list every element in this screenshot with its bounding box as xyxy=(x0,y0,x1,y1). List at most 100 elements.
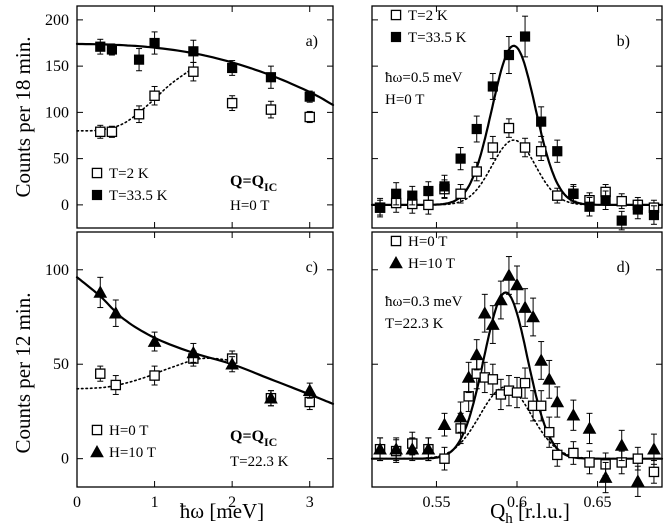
annotation: H=0 T xyxy=(230,198,269,214)
panel-frame xyxy=(76,231,334,488)
data-point xyxy=(423,199,434,211)
annotation: T=22.3 K xyxy=(230,454,289,470)
data-point xyxy=(95,126,106,138)
data-point xyxy=(186,345,201,359)
data-point xyxy=(552,449,563,461)
panel-frame xyxy=(76,5,334,229)
annotation-sub: IC xyxy=(264,180,277,194)
data-point xyxy=(487,81,498,92)
annotation-main: H=0 T xyxy=(230,198,269,214)
data-point xyxy=(95,41,106,52)
panel-letter: b) xyxy=(617,33,630,50)
data-point xyxy=(389,442,404,455)
y-tick-label: 200 xyxy=(45,12,69,29)
data-point xyxy=(632,453,644,464)
data-point xyxy=(423,185,434,197)
data-point xyxy=(455,188,466,200)
legend-entry: T=33.5 K xyxy=(408,30,467,46)
fit-curve-solid xyxy=(75,42,335,107)
legend-entry: H=10 T xyxy=(408,256,455,272)
data-point xyxy=(535,400,547,412)
annotation-main: Q=Q xyxy=(230,428,264,445)
data-point xyxy=(439,453,450,464)
data-point xyxy=(568,188,579,199)
data-point xyxy=(485,317,500,330)
annotation-main: Q=Q xyxy=(230,173,264,190)
data-point xyxy=(536,116,547,127)
data-point xyxy=(227,62,238,74)
data-point xyxy=(469,347,484,361)
data-point xyxy=(616,215,627,226)
y-tick-label: 100 xyxy=(45,104,69,121)
panel-a: 0 50 100 150 200 a) T=2 K T=33.5 K Q=QIC H=0 T xyxy=(45,5,335,229)
data-point xyxy=(225,357,240,370)
data-point xyxy=(518,300,532,313)
data-point xyxy=(421,442,436,455)
y-axis-label-bottom: Counts per 12 min. xyxy=(11,293,35,454)
panel-letter: d) xyxy=(617,259,630,276)
y-tick-label: 0 xyxy=(61,197,69,214)
annotation-main: T=22.3 K xyxy=(230,454,289,470)
data-point xyxy=(302,383,317,396)
data-point xyxy=(543,426,555,438)
data-point xyxy=(519,142,531,153)
data-point xyxy=(437,417,452,430)
data-point xyxy=(632,204,643,215)
data-point xyxy=(461,370,476,383)
data-point xyxy=(407,190,418,201)
panel-b: b) T=2 K T=33.5 K ħω=0.5 meV H=0 T xyxy=(370,5,664,231)
annotation-sub: IC xyxy=(264,435,277,449)
y-tick-label: 0 xyxy=(61,451,69,468)
legend-marker xyxy=(91,424,103,436)
data-point xyxy=(519,377,531,389)
data-point xyxy=(264,391,278,404)
legend-marker xyxy=(91,167,103,179)
data-point xyxy=(487,142,499,153)
data-point xyxy=(584,457,595,468)
fit-curve-dotted xyxy=(76,67,195,132)
y-tick-label: 100 xyxy=(45,262,69,279)
data-point xyxy=(568,447,579,459)
data-point xyxy=(471,123,482,135)
legend-marker xyxy=(90,444,104,458)
data-point xyxy=(133,108,145,120)
legend-marker xyxy=(390,9,402,21)
legend-entry: T=2 K xyxy=(408,8,448,24)
x-axis-label-right-sub: h xyxy=(505,511,513,523)
fit-curve-dotted xyxy=(371,139,663,206)
data-point xyxy=(616,195,627,207)
legend-entry: H=0 T xyxy=(109,423,148,439)
data-point xyxy=(534,353,549,366)
data-point xyxy=(188,46,199,57)
data-point xyxy=(133,54,145,65)
x-axis-label-right: Qh [r.l.u.] xyxy=(490,499,570,523)
data-point xyxy=(648,209,660,221)
panel-letter: a) xyxy=(306,33,318,50)
data-point xyxy=(614,438,629,451)
annotation-main: T=22.3 K xyxy=(385,316,444,332)
data-point xyxy=(439,181,450,192)
data-point xyxy=(477,306,492,319)
data-point xyxy=(566,408,581,421)
data-point xyxy=(455,153,466,164)
data-point xyxy=(106,44,118,55)
data-point xyxy=(93,285,108,298)
annotation: H=0 T xyxy=(385,92,424,108)
data-point xyxy=(519,31,531,42)
data-point xyxy=(188,66,199,77)
data-point xyxy=(503,49,515,61)
y-tick-label: 50 xyxy=(53,151,69,168)
y-axis-label-top: Counts per 18 min. xyxy=(11,37,35,198)
y-tick-label: 150 xyxy=(45,58,69,75)
legend-entry: H=10 T xyxy=(109,445,156,461)
annotation: ħω=0.3 meV xyxy=(385,294,463,310)
x-tick-label: 0.65 xyxy=(584,494,612,511)
annotation: Q=QIC xyxy=(230,173,277,194)
x-tick-label: 1 xyxy=(151,494,159,511)
annotation-main: H=0 T xyxy=(385,92,424,108)
annotation: ħω=0.5 meV xyxy=(385,70,463,86)
data-point xyxy=(494,292,508,306)
data-point xyxy=(265,104,277,115)
x-tick-label: 0 xyxy=(73,494,81,511)
